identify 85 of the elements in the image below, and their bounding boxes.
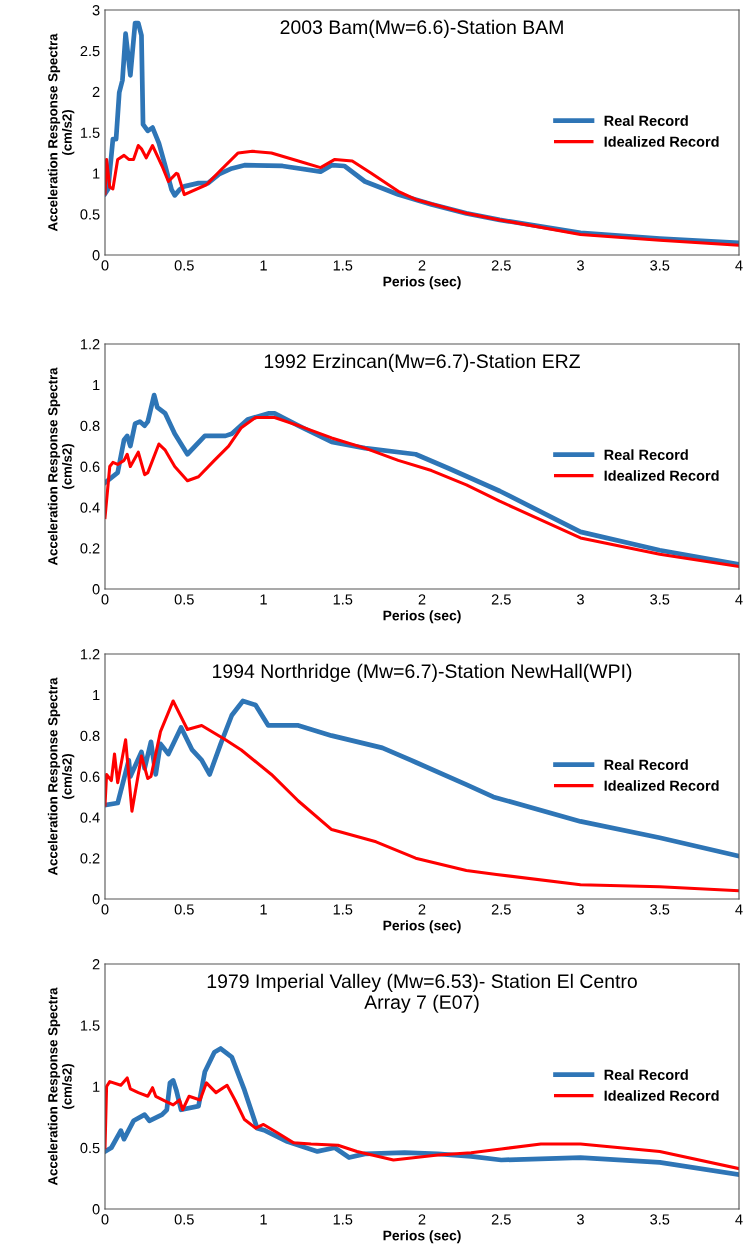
y-tick-label: 0.4 <box>80 812 100 823</box>
y-tick-label: 0.2 <box>80 543 100 554</box>
x-tick-label: 1 <box>260 260 267 271</box>
chart-title: 1994 Northridge (Mw=6.7)-Station NewHall(WPI) <box>213 663 632 682</box>
legend-label: Idealized Record <box>604 780 719 791</box>
y-tick-label: 0.4 <box>80 502 100 513</box>
x-tick-label: 2.5 <box>491 1214 511 1225</box>
x-axis-title: Perios (sec) <box>383 920 461 934</box>
x-tick-label: 3 <box>577 904 584 915</box>
y-tick-label: 0.5 <box>80 209 100 220</box>
legend-label: Real Record <box>604 1069 688 1080</box>
x-tick-label: 3.5 <box>650 260 670 271</box>
x-tick-label: 3 <box>577 1214 584 1225</box>
y-tick-label: 0.8 <box>80 420 100 432</box>
x-tick-label: 2.5 <box>491 904 511 915</box>
x-tick-label: 3 <box>577 260 584 271</box>
x-tick-label: 1.5 <box>333 594 353 605</box>
y-tick-label: 1.2 <box>80 649 100 660</box>
x-tick-label: 0.5 <box>174 904 194 915</box>
x-tick-label: 2 <box>418 260 426 271</box>
x-tick-label: 1 <box>260 594 267 605</box>
x-tick-label: 1.5 <box>333 904 353 915</box>
y-tick-label: 0.8 <box>80 730 100 742</box>
legend-label: Idealized Record <box>604 136 719 147</box>
chart-title: 1992 Erzincan(Mw=6.7)-Station ERZ <box>264 353 580 372</box>
x-tick-label: 4 <box>735 260 743 271</box>
y-tick-label: 0.6 <box>80 771 100 782</box>
y-axis-title: Acceleration Response Spectra (cm/s2) <box>47 677 75 876</box>
x-tick-label: 3.5 <box>650 1214 670 1225</box>
y-tick-label: 1 <box>93 168 100 179</box>
y-tick-label: 1.2 <box>80 339 100 350</box>
y-tick-label: 2 <box>92 86 100 97</box>
x-tick-label: 3.5 <box>650 594 670 605</box>
x-tick-label: 0 <box>101 904 109 915</box>
legend-label: Real Record <box>604 115 688 126</box>
x-tick-label: 2.5 <box>491 260 511 271</box>
line-series <box>105 698 739 859</box>
y-tick-label: 2 <box>92 959 100 970</box>
legend-label: Idealized Record <box>604 470 719 481</box>
x-tick-label: 4 <box>735 594 743 605</box>
y-axis-title: Acceleration Response Spectra (cm/s2) <box>47 367 75 566</box>
y-tick-label: 0.2 <box>80 853 100 864</box>
x-tick-label: 4 <box>735 904 743 915</box>
y-tick-label: 1 <box>93 690 100 701</box>
x-tick-label: 4 <box>735 1214 743 1225</box>
x-tick-label: 1 <box>260 904 267 915</box>
y-tick-label: 1.5 <box>80 127 100 138</box>
y-tick-label: 3 <box>92 5 100 16</box>
x-tick-label: 2 <box>418 904 426 915</box>
x-tick-label: 1.5 <box>333 260 353 271</box>
x-tick-label: 0.5 <box>174 1214 194 1225</box>
y-tick-label: 0 <box>92 250 100 261</box>
x-tick-label: 0.5 <box>174 260 194 271</box>
y-axis-title: Acceleration Response Spectra (cm/s2) <box>47 33 75 232</box>
y-tick-label: 1 <box>93 1081 100 1092</box>
legend-label: Real Record <box>604 759 688 770</box>
x-axis-title: Perios (sec) <box>383 1230 461 1244</box>
line-series <box>105 699 739 893</box>
y-tick-label: 0 <box>92 584 100 595</box>
y-tick-label: 2.5 <box>80 45 100 57</box>
x-tick-label: 2.5 <box>491 594 511 605</box>
y-tick-label: 1 <box>93 380 100 391</box>
y-tick-label: 1.5 <box>80 1020 100 1031</box>
x-tick-label: 0 <box>101 1214 109 1225</box>
x-tick-label: 2 <box>418 594 426 605</box>
x-tick-label: 0.5 <box>174 594 194 605</box>
text: 1979 Imperial Valley (Mw=6.53)- Station El Centro Array 7 (E07) <box>207 973 637 1013</box>
x-tick-label: 3.5 <box>650 904 670 915</box>
x-tick-label: 0 <box>101 260 109 271</box>
x-tick-label: 1 <box>260 1214 267 1225</box>
x-axis-title: Perios (sec) <box>383 610 461 624</box>
x-tick-label: 3 <box>577 594 584 605</box>
legend-label: Real Record <box>604 449 688 460</box>
x-tick-label: 0 <box>101 594 109 605</box>
y-tick-label: 0.6 <box>80 461 100 472</box>
y-tick-label: 0.5 <box>80 1142 100 1154</box>
chart-title: 2003 Bam(Mw=6.6)-Station BAM <box>280 19 563 38</box>
x-axis-title: Perios (sec) <box>383 276 461 290</box>
y-tick-label: 0 <box>92 894 100 905</box>
x-tick-label: 1.5 <box>333 1214 353 1225</box>
y-axis-title: Acceleration Response Spectra (cm/s2) <box>47 987 75 1186</box>
x-tick-label: 2 <box>418 1214 426 1225</box>
y-tick-label: 0 <box>92 1204 100 1215</box>
legend-label: Idealized Record <box>604 1090 719 1101</box>
line-series <box>105 1046 739 1178</box>
